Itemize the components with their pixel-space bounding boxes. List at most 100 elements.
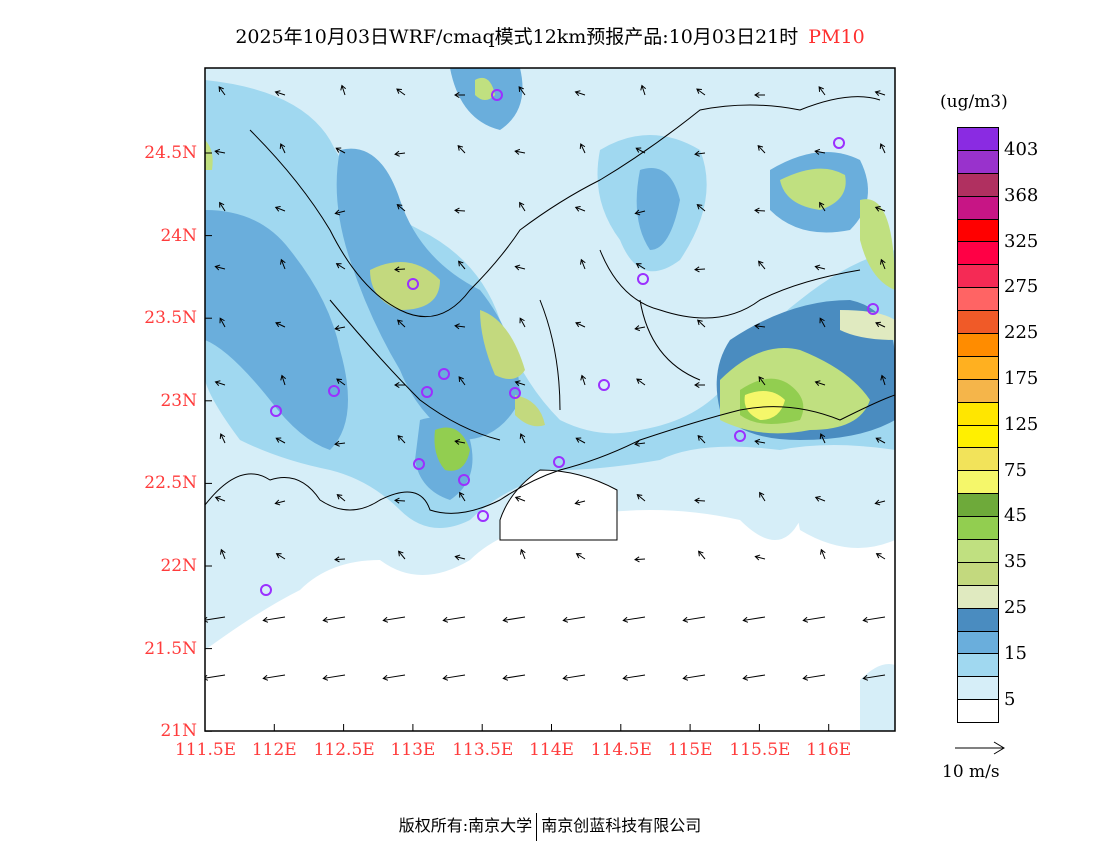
city-marker xyxy=(270,405,282,417)
wind-arrow xyxy=(335,263,346,270)
wind-arrow xyxy=(340,84,347,96)
city-marker xyxy=(458,474,470,486)
colorbar-swatch xyxy=(958,379,998,403)
lon-label: 114E xyxy=(529,740,574,760)
city-marker xyxy=(637,273,649,285)
wind-arrow xyxy=(634,556,646,563)
wind-arrow xyxy=(220,548,226,560)
wind-arrow xyxy=(875,321,886,328)
wind-arrow xyxy=(862,674,886,681)
colorbar-swatch xyxy=(958,334,998,357)
wind-arrow xyxy=(214,496,226,502)
wind-arrow xyxy=(262,616,286,623)
wind-arrow xyxy=(682,616,706,623)
wind-arrow xyxy=(458,376,466,386)
city-marker xyxy=(491,89,503,101)
wind-arrow xyxy=(575,321,586,328)
colorbar-label: 5 xyxy=(1004,688,1016,710)
lat-label: 21N xyxy=(160,721,197,742)
wind-arrow xyxy=(879,143,886,154)
wind-arrow xyxy=(634,209,646,216)
colorbar-label: 35 xyxy=(1004,551,1027,573)
wind-arrow xyxy=(580,374,587,386)
wind-arrow xyxy=(514,496,526,502)
wind-arrow xyxy=(454,91,465,99)
wind-arrow xyxy=(742,674,766,681)
wind-arrow xyxy=(580,258,586,270)
wind-arrow xyxy=(754,207,766,214)
colorbar-swatch xyxy=(958,311,998,335)
colorbar-swatch xyxy=(958,608,998,632)
wind-arrow xyxy=(274,90,286,97)
colorbar-swatch xyxy=(958,700,998,723)
wind-arrow xyxy=(696,88,706,96)
wind-arrow xyxy=(457,145,466,154)
colorbar-swatch xyxy=(958,562,998,586)
wind-arrow xyxy=(574,499,586,506)
wind-arrow xyxy=(697,319,706,328)
colorbar-swatch xyxy=(958,494,998,518)
wind-arrow xyxy=(814,264,826,271)
title-main: 2025年10月03日WRF/cmaq模式12km预报产品:10月03日21时 xyxy=(235,26,799,48)
city-marker xyxy=(407,278,419,290)
colorbar-swatch xyxy=(958,356,998,380)
wind-arrow xyxy=(322,616,346,623)
wind-arrow xyxy=(514,264,526,271)
wind-arrow xyxy=(754,554,766,561)
wind-arrow xyxy=(875,553,886,560)
wind-arrow xyxy=(514,380,526,387)
wind-arrow xyxy=(280,374,287,386)
map-title: 2025年10月03日WRF/cmaq模式12km预报产品:10月03日21时 P… xyxy=(0,22,1100,49)
wind-arrow xyxy=(394,266,406,273)
colorbar-unit: (ug/m3) xyxy=(940,92,1008,112)
wind-arrow xyxy=(819,433,826,444)
colorbar-swatch xyxy=(958,402,998,426)
wind-arrow xyxy=(575,437,586,444)
wind-arrow xyxy=(219,201,226,212)
colorbar-swatch xyxy=(958,517,998,541)
wind-arrow xyxy=(636,378,646,386)
wind-arrow xyxy=(520,548,526,560)
wind-arrow xyxy=(754,323,766,330)
wind-arrow xyxy=(802,616,826,623)
colorbar-label: 175 xyxy=(1004,367,1039,389)
wind-arrow xyxy=(754,438,766,445)
wind-arrow xyxy=(819,317,826,328)
wind-arrow xyxy=(214,148,226,155)
colorbar xyxy=(957,127,999,724)
wind-arrow xyxy=(454,438,466,445)
wind-arrow xyxy=(205,674,226,681)
colorbar-swatch xyxy=(958,631,998,655)
colorbar-swatch xyxy=(958,425,998,449)
footer-copyright: 版权所有:南京大学 xyxy=(398,816,533,835)
colorbar-label: 403 xyxy=(1004,138,1039,160)
colorbar-swatch xyxy=(958,288,998,312)
wind-arrow xyxy=(219,317,226,328)
wind-arrow xyxy=(694,266,706,273)
lon-label: 113E xyxy=(390,740,436,760)
wind-arrow xyxy=(622,616,646,623)
city-marker xyxy=(734,430,746,442)
wind-arrow xyxy=(219,433,226,444)
wind-arrow xyxy=(579,143,586,154)
lon-label: 114.5E xyxy=(590,740,652,760)
lat-label: 23N xyxy=(160,390,197,411)
wind-arrow xyxy=(754,91,765,99)
wind-arrow xyxy=(575,553,586,560)
wind-arrow xyxy=(696,204,706,212)
colorbar-label: 45 xyxy=(1004,505,1027,527)
city-marker xyxy=(553,456,565,468)
footer: 版权所有:南京大学 南京创蓝科技有限公司 xyxy=(0,812,1100,841)
city-marker xyxy=(833,137,845,149)
wind-arrow xyxy=(442,616,466,623)
colorbar-label: 325 xyxy=(1004,230,1039,252)
wind-arrow xyxy=(454,207,466,214)
wind-arrow xyxy=(458,260,466,270)
wind-arrow xyxy=(214,380,226,387)
wind-arrow xyxy=(758,260,766,270)
wind-arrow xyxy=(562,674,586,681)
wind-arrow xyxy=(820,548,826,560)
colorbar-swatch xyxy=(958,242,998,266)
wind-arrow xyxy=(636,494,646,502)
